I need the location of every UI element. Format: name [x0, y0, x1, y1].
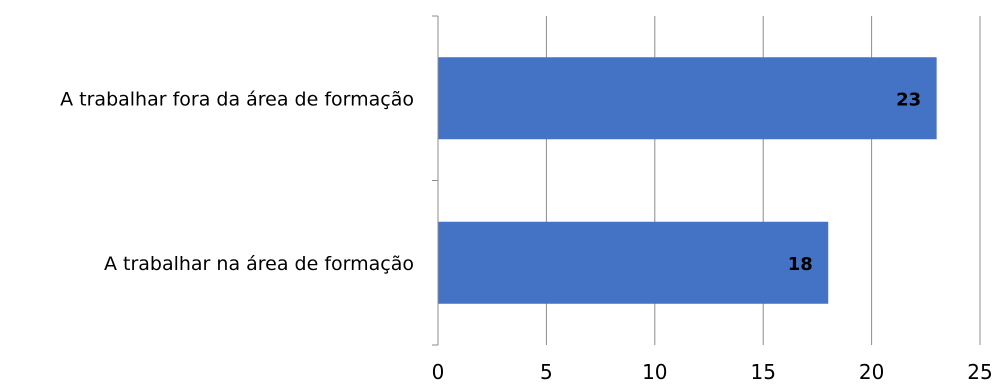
data-label: 23 — [896, 89, 921, 110]
x-tick-label: 25 — [967, 360, 992, 384]
bar — [438, 221, 829, 304]
labels: 0 5 10 15 20 25 23 A trabalhar fora da área de … — [60, 88, 993, 384]
bar — [438, 57, 937, 140]
x-tick-label: 20 — [859, 360, 884, 384]
axes — [432, 15, 439, 346]
data-label: 18 — [788, 254, 813, 275]
category-label: A trabalhar fora da área de formação — [60, 88, 414, 110]
bars — [438, 57, 937, 304]
x-tick-label: 5 — [540, 360, 553, 384]
x-tick-label: 15 — [750, 360, 775, 384]
x-tick-label: 0 — [432, 360, 445, 384]
x-tick-label: 10 — [642, 360, 667, 384]
category-label: A trabalhar na área de formação — [104, 253, 414, 275]
